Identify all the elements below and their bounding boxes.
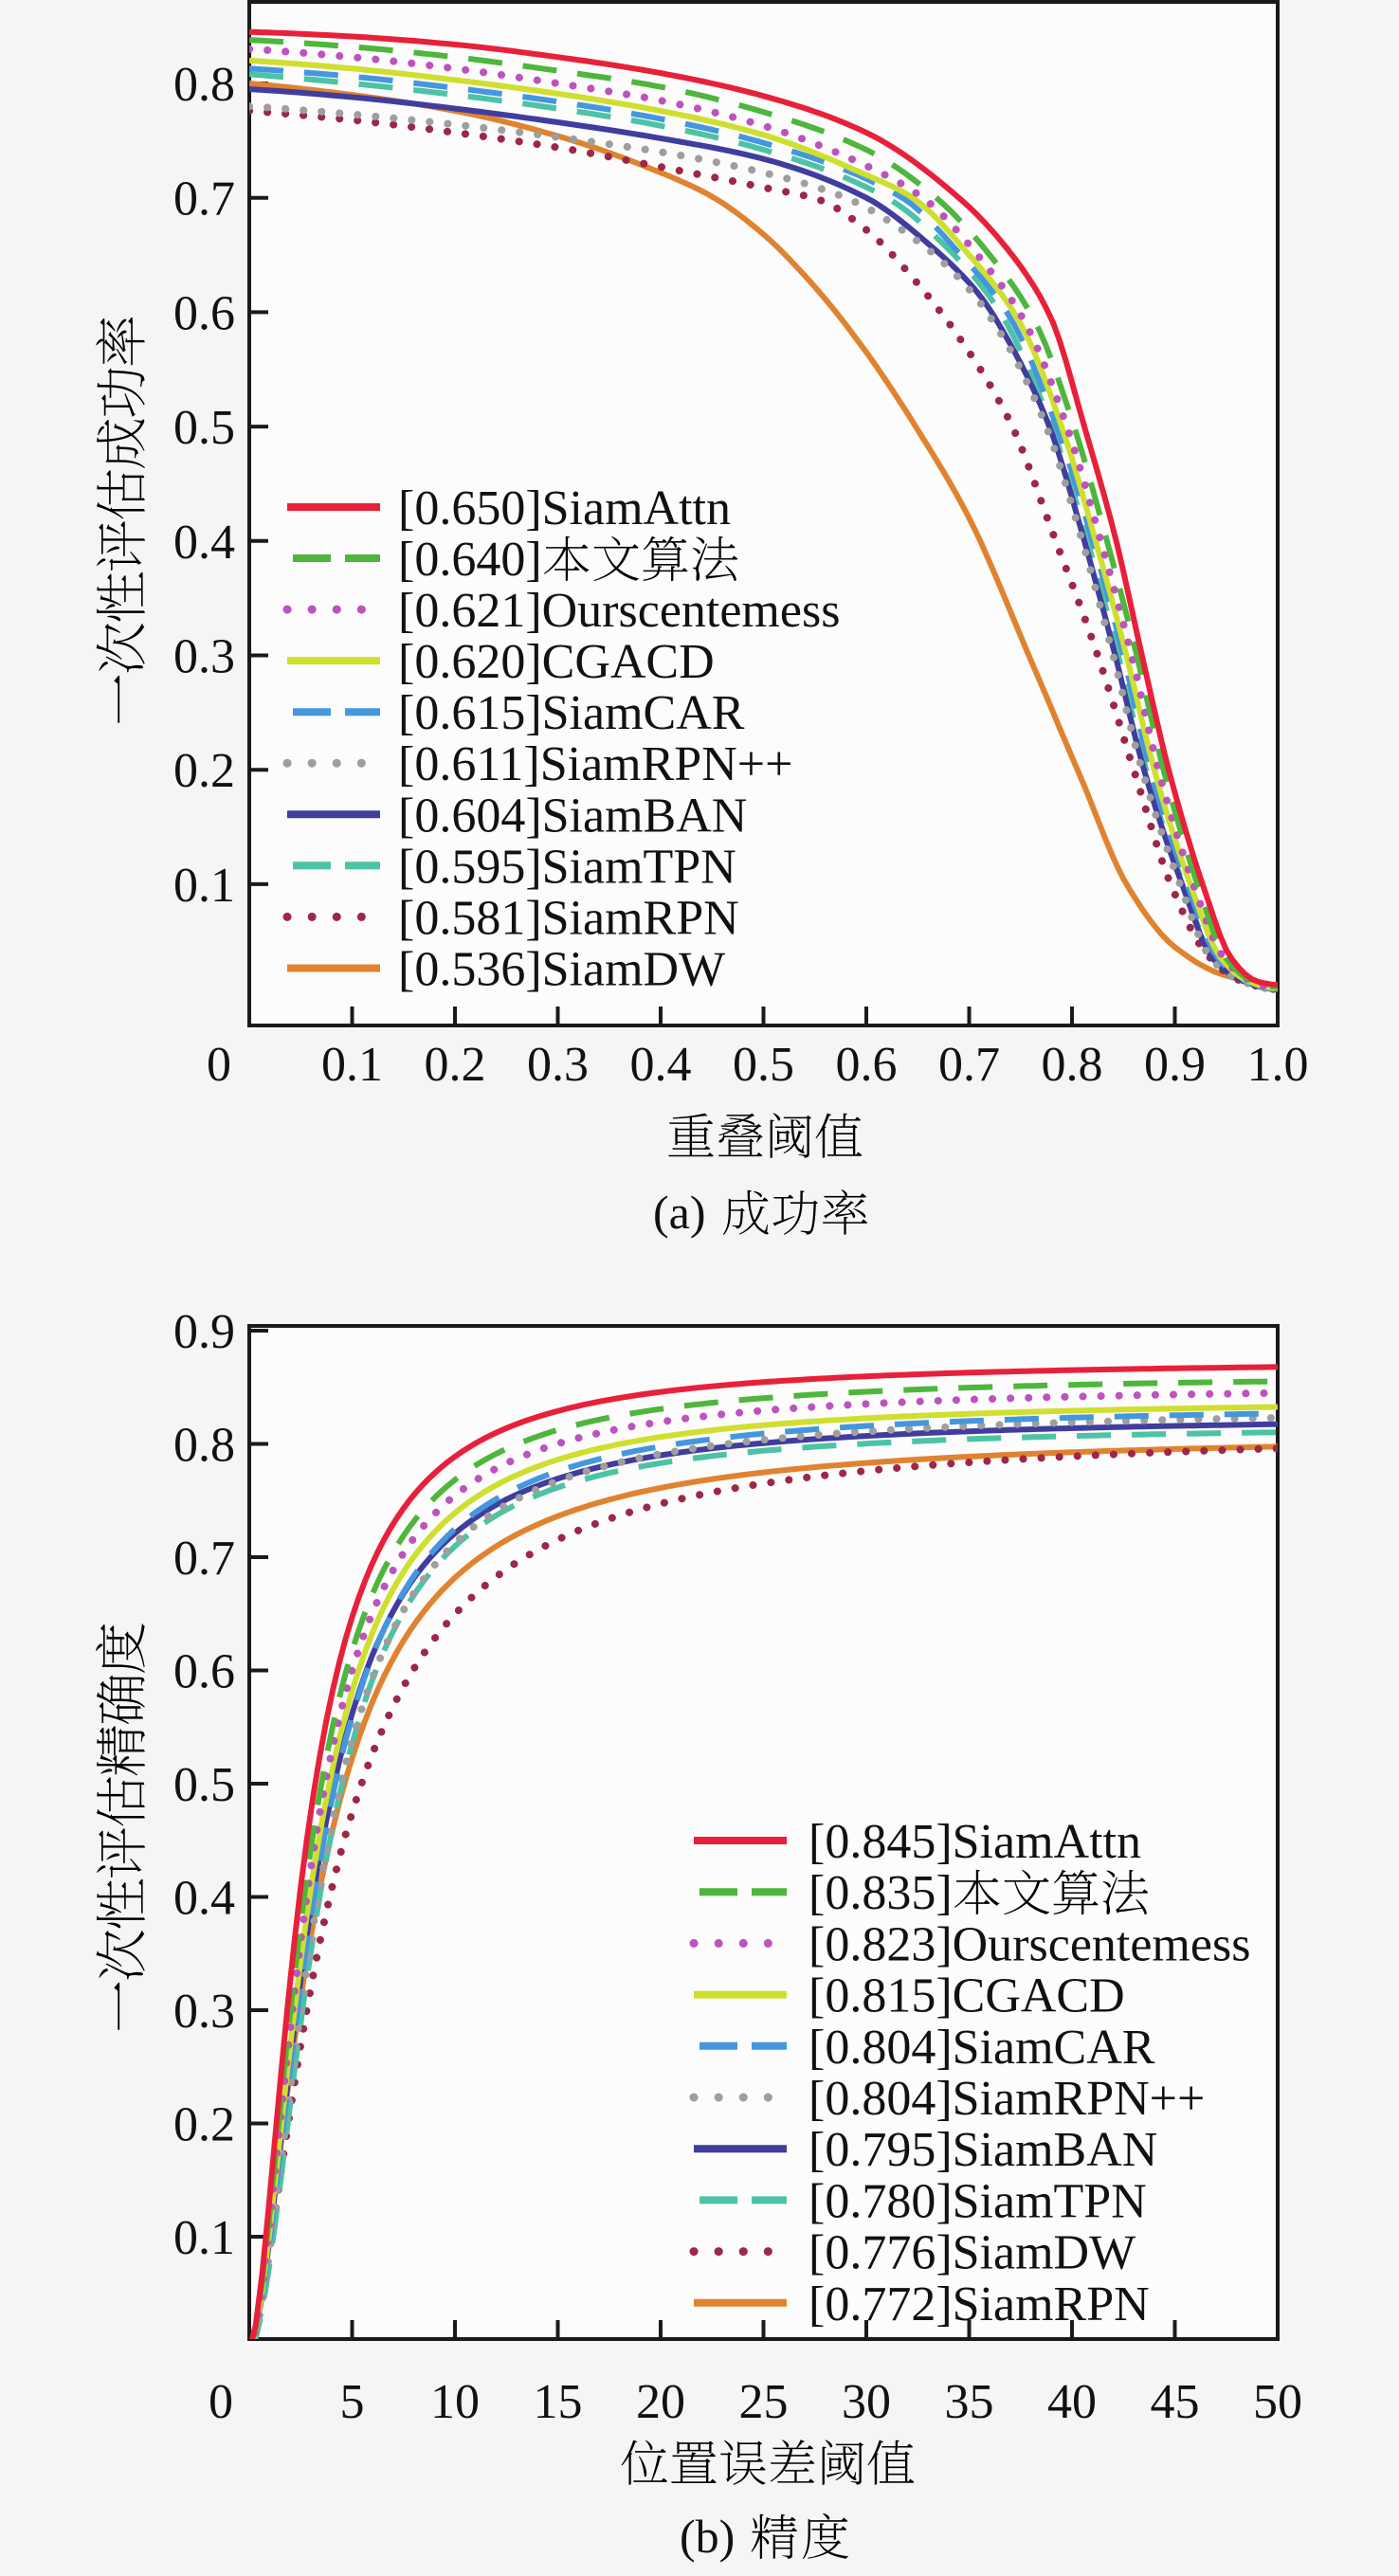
svg-text:[0.780]SiamTPN: [0.780]SiamTPN — [809, 2174, 1147, 2228]
svg-text:0.5: 0.5 — [173, 1758, 235, 1812]
svg-text:[0.581]SiamRPN: [0.581]SiamRPN — [398, 891, 739, 945]
svg-text:0.6: 0.6 — [836, 1038, 898, 1092]
svg-text:[0.823]Ourscentemess: [0.823]Ourscentemess — [809, 1917, 1250, 1971]
svg-text:0.6: 0.6 — [173, 286, 235, 340]
svg-text:0.7: 0.7 — [173, 1532, 235, 1586]
svg-text:0.4: 0.4 — [173, 1872, 235, 1926]
svg-text:0.1: 0.1 — [321, 1038, 383, 1092]
svg-text:45: 45 — [1151, 2375, 1200, 2429]
svg-text:[0.621]Ourscentemess: [0.621]Ourscentemess — [398, 584, 840, 638]
svg-text:[0.776]SiamDW: [0.776]SiamDW — [809, 2226, 1136, 2280]
svg-text:0.8: 0.8 — [173, 1419, 235, 1473]
svg-text:0.4: 0.4 — [173, 516, 235, 570]
svg-text:0: 0 — [207, 1038, 231, 1092]
svg-text:0.8: 0.8 — [173, 58, 235, 112]
svg-text:0.1: 0.1 — [173, 2211, 235, 2265]
svg-text:0.3: 0.3 — [527, 1038, 589, 1092]
svg-text:[0.650]SiamAttn: [0.650]SiamAttn — [398, 481, 731, 535]
svg-text:5: 5 — [340, 2375, 365, 2429]
svg-text:40: 40 — [1047, 2375, 1097, 2429]
svg-text:[0.835]: [0.835] — [809, 1866, 953, 1920]
svg-text:25: 25 — [739, 2375, 789, 2429]
svg-text:0.5: 0.5 — [733, 1038, 794, 1092]
svg-text:[0.640]: [0.640] — [398, 533, 542, 587]
svg-text:0.5: 0.5 — [173, 401, 235, 455]
svg-text:[0.845]SiamAttn: [0.845]SiamAttn — [809, 1815, 1141, 1869]
svg-text:[0.804]SiamCAR: [0.804]SiamCAR — [809, 2021, 1155, 2075]
svg-text:30: 30 — [842, 2375, 891, 2429]
svg-text:0.2: 0.2 — [173, 744, 235, 798]
svg-text:[0.595]SiamTPN: [0.595]SiamTPN — [398, 840, 736, 894]
svg-text:0.3: 0.3 — [173, 630, 235, 684]
svg-text:10: 10 — [430, 2375, 480, 2429]
svg-text:[0.620]CGACD: [0.620]CGACD — [398, 635, 715, 689]
svg-text:0.1: 0.1 — [173, 859, 235, 913]
svg-text:0.9: 0.9 — [173, 1305, 235, 1359]
svg-text:[0.604]SiamBAN: [0.604]SiamBAN — [398, 789, 747, 843]
svg-text:[0.611]SiamRPN++: [0.611]SiamRPN++ — [398, 737, 792, 791]
svg-text:0.9: 0.9 — [1144, 1038, 1206, 1092]
svg-text:0.4: 0.4 — [630, 1038, 692, 1092]
svg-text:[0.804]SiamRPN++: [0.804]SiamRPN++ — [809, 2072, 1205, 2126]
svg-text:0: 0 — [209, 2375, 233, 2429]
svg-text:35: 35 — [945, 2375, 994, 2429]
svg-text:[0.536]SiamDW: [0.536]SiamDW — [398, 943, 725, 997]
svg-text:(b): (b) — [680, 2510, 735, 2563]
svg-text:1.0: 1.0 — [1247, 1038, 1309, 1092]
svg-text:0.7: 0.7 — [173, 172, 235, 227]
svg-text:[0.795]SiamBAN: [0.795]SiamBAN — [809, 2123, 1157, 2177]
svg-text:0.8: 0.8 — [1042, 1038, 1103, 1092]
svg-text:[0.815]CGACD: [0.815]CGACD — [809, 1969, 1125, 2023]
svg-text:50: 50 — [1253, 2375, 1302, 2429]
svg-text:15: 15 — [534, 2375, 583, 2429]
svg-text:[0.615]SiamCAR: [0.615]SiamCAR — [398, 686, 745, 740]
svg-text:(a): (a) — [653, 1186, 706, 1239]
svg-text:20: 20 — [636, 2375, 685, 2429]
svg-text:0.3: 0.3 — [173, 1985, 235, 2039]
svg-text:0.7: 0.7 — [938, 1038, 1000, 1092]
svg-text:0.2: 0.2 — [425, 1038, 486, 1092]
svg-text:[0.772]SiamRPN: [0.772]SiamRPN — [809, 2277, 1150, 2331]
svg-text:0.2: 0.2 — [173, 2098, 235, 2152]
svg-text:0.6: 0.6 — [173, 1645, 235, 1699]
